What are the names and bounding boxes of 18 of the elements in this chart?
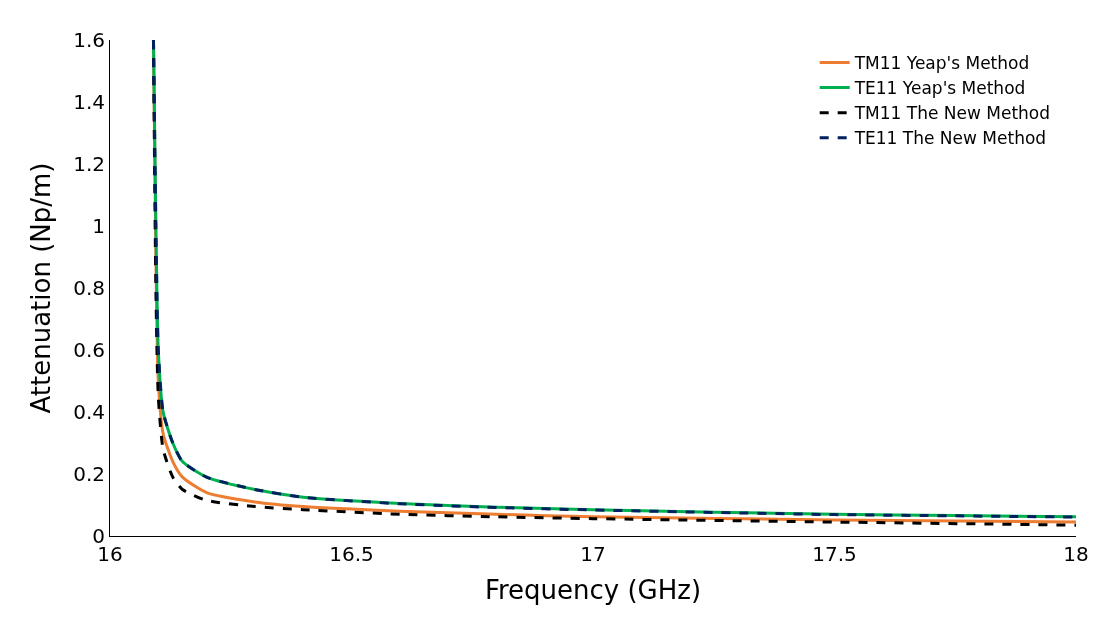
legend-label: TM11 The New Method: [853, 103, 1051, 124]
x-tick-label: 17: [580, 542, 606, 566]
y-tick-label: 0.6: [73, 338, 105, 362]
x-axis-title: Frequency (GHz): [484, 574, 702, 605]
legend-label: TE11 The New Method: [853, 128, 1047, 149]
y-tick-label: 1.6: [73, 28, 105, 52]
x-tick-label: 16.5: [329, 542, 374, 566]
y-tick-label: 1: [92, 214, 105, 238]
y-tick-label: 1.2: [73, 152, 105, 176]
legend-label: TM11 Yeap's Method: [853, 53, 1030, 74]
legend-label: TE11 Yeap's Method: [853, 78, 1026, 99]
y-tick-label: 0.8: [73, 276, 105, 300]
y-tick-label: 0.4: [73, 400, 105, 424]
x-tick-label: 18: [1063, 542, 1089, 566]
y-tick-label: 1.4: [73, 90, 105, 114]
y-axis-title: Attenuation (Np/m): [25, 162, 56, 414]
y-tick-label: 0.2: [73, 462, 105, 486]
x-tick-label: 17.5: [812, 542, 857, 566]
